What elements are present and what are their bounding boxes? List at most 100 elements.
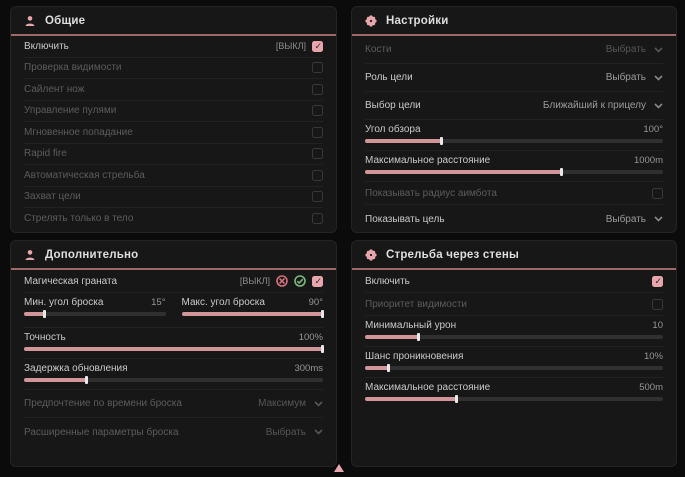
bullet-control-checkbox[interactable] (312, 105, 323, 117)
setting-row-target-lock: Захват цели (24, 187, 323, 208)
setting-label: Проверка видимости (24, 62, 122, 74)
body-only-checkbox[interactable] (312, 213, 323, 225)
chevron-down-icon (314, 400, 323, 407)
setting-label: Захват цели (24, 191, 81, 203)
setting-row-auto-fire: Автоматическая стрельба (24, 165, 323, 187)
setting-row-accuracy: Точность 100% (24, 328, 324, 359)
chevron-down-icon (654, 46, 663, 53)
slider-value: 100° (643, 124, 663, 135)
fov-slider[interactable] (365, 136, 663, 145)
dropdown-value: Выбрать (605, 72, 646, 83)
max-distance-slider[interactable] (365, 167, 663, 176)
slider-fill (365, 394, 459, 403)
setting-label: Макс. угол броска (181, 297, 265, 308)
accent-divider (352, 268, 676, 270)
slider-value: 15° (151, 297, 166, 308)
slider-value: 300ms (294, 363, 323, 374)
setting-row-max-distance: Максимальное расстояние 1000m (365, 151, 663, 182)
setting-row-target-select: Выбор цели Ближайший к прицелу (365, 92, 663, 120)
setting-row-wallbang-enable: Включить (365, 270, 663, 293)
dropdown-value: Выбрать (605, 213, 646, 225)
accent-divider (352, 34, 676, 36)
panel-title: Настройки (386, 15, 449, 27)
penetration-chance-slider[interactable] (365, 363, 663, 372)
wallbang-enable-checkbox[interactable] (652, 275, 663, 287)
state-badge: [ВЫКЛ] (239, 276, 270, 286)
setting-label: Включить (24, 40, 69, 52)
setting-row-fov: Угол обзора 100° (365, 120, 663, 151)
setting-label: Приоритет видимости (365, 298, 468, 310)
slider-fill (365, 136, 444, 145)
chevron-down-icon (314, 429, 323, 435)
general-enable-checkbox[interactable] (312, 40, 323, 52)
silent-knife-checkbox[interactable] (312, 83, 323, 95)
panel-title: Стрельба через стены (386, 249, 520, 261)
slider-fill (365, 363, 390, 372)
chevron-down-icon (654, 74, 663, 81)
max-throw-angle-slider[interactable] (181, 309, 324, 318)
min-throw-angle-slider[interactable] (24, 309, 166, 318)
target-lock-checkbox[interactable] (312, 191, 323, 203)
rapid-fire-checkbox[interactable] (312, 148, 323, 160)
setting-label: Включить (365, 275, 410, 287)
setting-label: Задержка обновления (24, 363, 128, 374)
instant-hit-checkbox[interactable] (312, 126, 323, 138)
setting-label: Точность (24, 332, 66, 343)
chevron-down-icon (654, 102, 663, 109)
bones-dropdown[interactable]: Выбрать (606, 44, 663, 55)
setting-row-show-radius: Показывать радиус аимбота (365, 182, 663, 205)
setting-label: Минимальный урон (365, 320, 457, 331)
setting-row-target-role: Роль цели Выбрать (365, 64, 663, 92)
setting-label: Автоматическая стрельба (24, 169, 145, 181)
panel-general-header: Общие (11, 7, 336, 34)
setting-label: Показывать цель (365, 213, 445, 225)
setting-row-min-damage: Минимальный урон 10 (365, 316, 663, 347)
setting-row-advanced-throw: Расширенные параметры броска Выбрать (24, 418, 323, 446)
disabled-circle-icon (276, 275, 288, 287)
panel-general: Общие Включить [ВЫКЛ] Проверка видимости… (10, 6, 337, 233)
target-select-dropdown[interactable]: Ближайший к прицелу (543, 100, 663, 111)
visibility-priority-checkbox[interactable] (652, 298, 663, 310)
panel-settings-header: Настройки (352, 7, 676, 34)
accent-divider (11, 268, 336, 270)
throw-time-pref-dropdown[interactable]: Максимум (258, 398, 323, 409)
auto-fire-checkbox[interactable] (312, 169, 323, 181)
state-badge: [ВЫКЛ] (275, 41, 306, 52)
setting-row-visibility-priority: Приоритет видимости (365, 293, 663, 316)
target-role-dropdown[interactable]: Выбрать (606, 72, 663, 83)
slider-fill (24, 375, 88, 384)
visibility-check-checkbox[interactable] (312, 62, 323, 74)
setting-row-throw-time-pref: Предпочтение по времени броска Максимум (24, 390, 323, 418)
advanced-throw-dropdown[interactable]: Выбрать (266, 427, 323, 438)
enabled-check-circle-icon (294, 275, 306, 287)
setting-label: Управление пулями (24, 105, 117, 117)
setting-row-show-target: Показывать цель Выбрать (365, 205, 663, 232)
slider-value: 500m (639, 382, 663, 393)
show-radius-checkbox[interactable] (652, 187, 663, 199)
setting-row-bones: Кости Выбрать (365, 36, 663, 64)
setting-label: Выбор цели (365, 100, 421, 111)
accent-divider (11, 34, 336, 36)
setting-row-bullet-control: Управление пулями (24, 101, 323, 122)
setting-row-silent-knife: Сайлент нож (24, 79, 323, 101)
panel-title: Общие (45, 15, 86, 27)
setting-label: Максимальное расстояние (365, 155, 491, 166)
panel-wallbang-header: Стрельба через стены (352, 241, 676, 268)
setting-row-penetration-chance: Шанс проникновения 10% (365, 347, 663, 378)
magic-grenade-checkbox[interactable] (312, 275, 323, 287)
dropdown-value: Выбрать (605, 44, 646, 55)
show-target-dropdown[interactable]: Выбрать (606, 214, 663, 225)
dropdown-value: Выбрать (265, 426, 306, 438)
slider-fill (24, 344, 324, 353)
slider-fill (365, 167, 563, 176)
panel-settings: Настройки Кости Выбрать Роль цели Выбрат… (351, 6, 677, 233)
dropdown-value: Ближайший к прицелу (542, 100, 646, 111)
min-damage-slider[interactable] (365, 332, 663, 341)
accuracy-slider[interactable] (24, 344, 324, 353)
update-delay-slider[interactable] (24, 375, 323, 384)
panel-additional: Дополнительно Магическая граната [ВЫКЛ] (10, 240, 337, 467)
person-icon (25, 16, 35, 26)
min-throw-angle: Мин. угол броска 15° (24, 297, 166, 327)
wall-max-distance-slider[interactable] (365, 394, 663, 403)
slider-value: 10% (643, 351, 663, 362)
